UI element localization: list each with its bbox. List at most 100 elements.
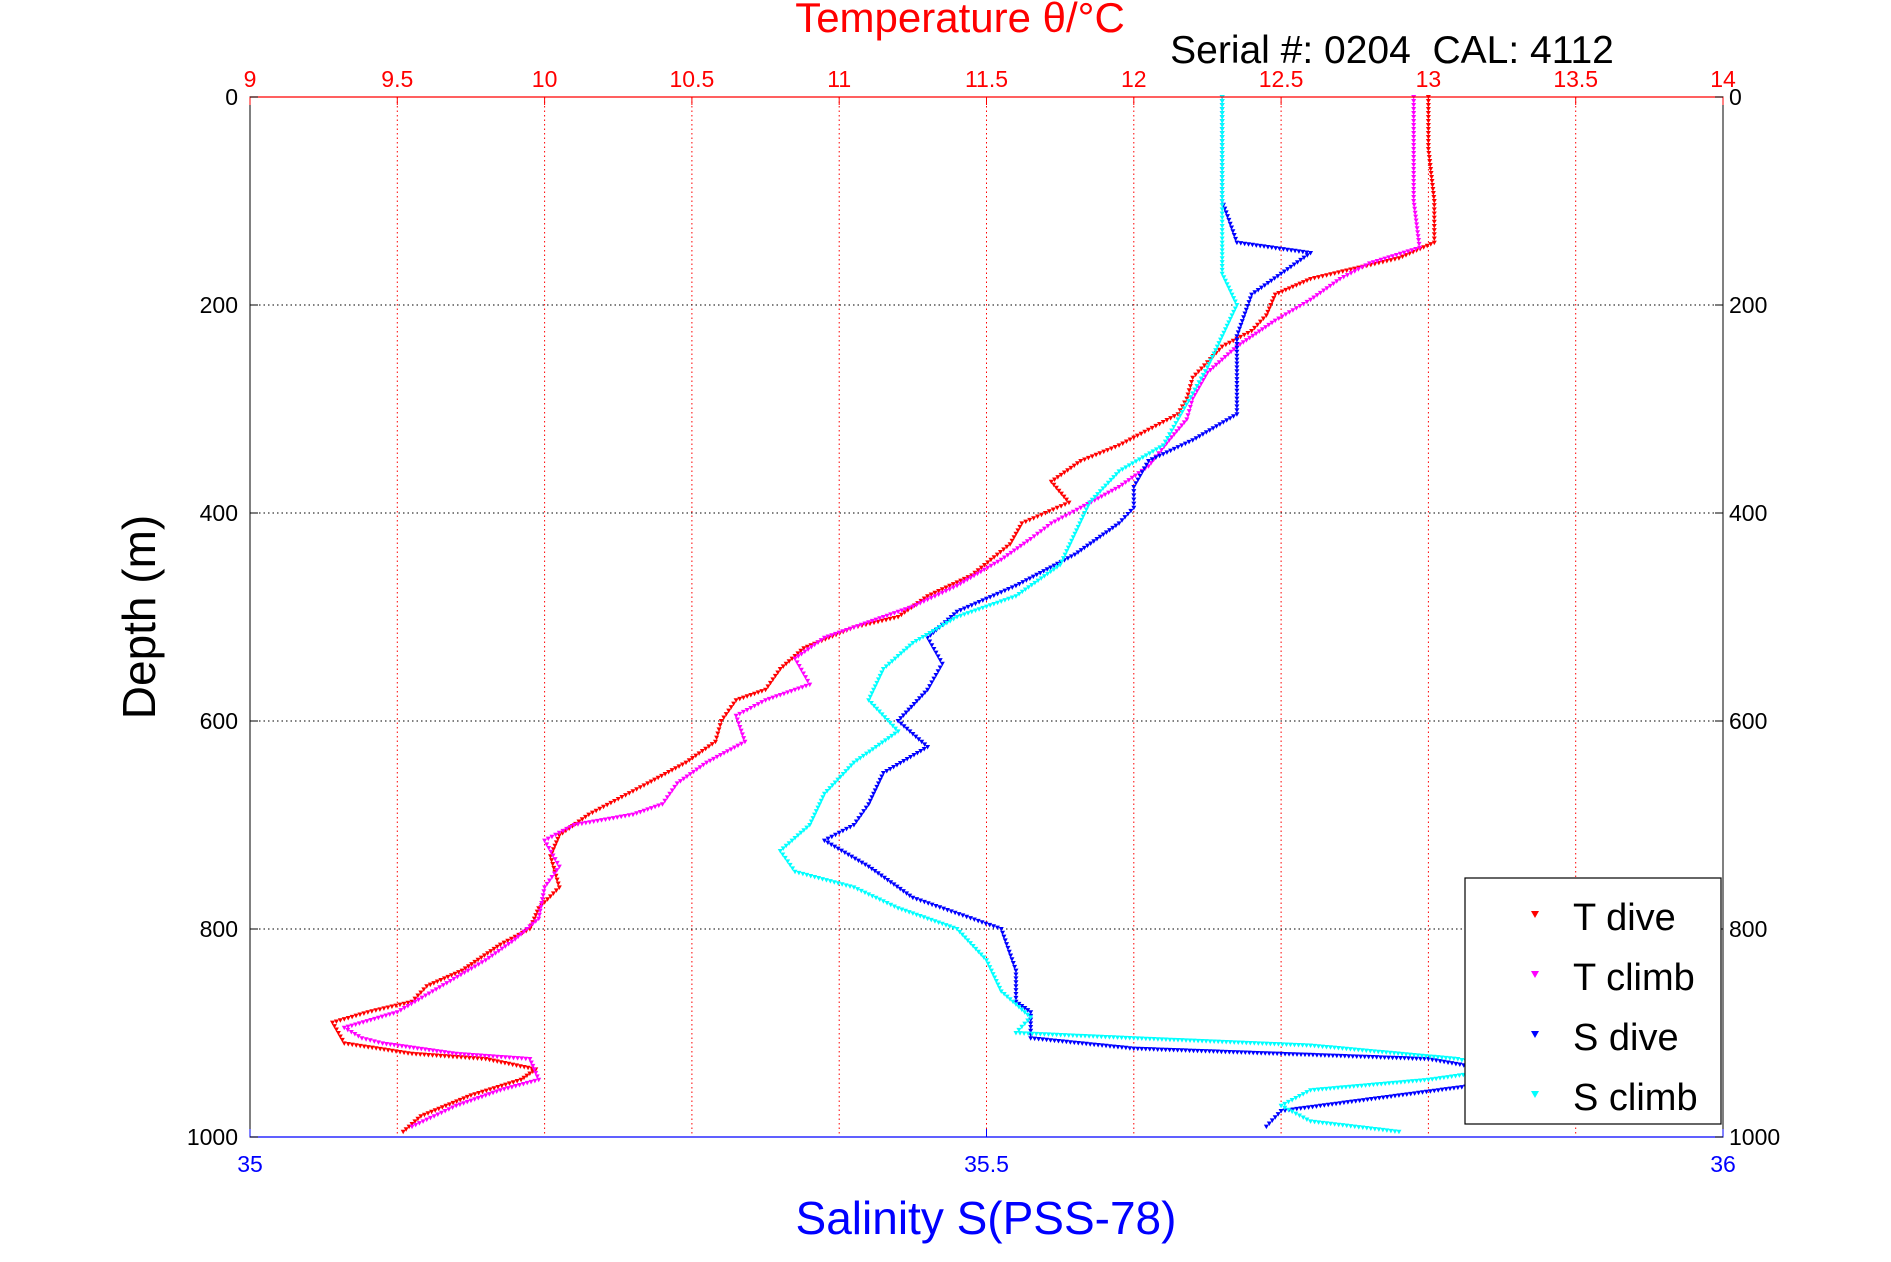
trace-marker [489, 953, 495, 959]
trace-marker [969, 609, 975, 615]
trace-marker [988, 563, 994, 569]
trace-marker [906, 910, 912, 915]
data-point [801, 646, 807, 651]
trace-marker [1167, 1047, 1173, 1053]
trace-marker [1135, 477, 1141, 483]
trace-marker [363, 1037, 369, 1042]
trace-marker [795, 833, 801, 838]
trace-marker [1038, 576, 1044, 581]
trace-marker [1199, 1039, 1205, 1044]
data-point [1190, 391, 1196, 396]
trace-marker [981, 955, 987, 960]
trace-marker [1359, 1083, 1365, 1089]
trace-marker [1255, 287, 1261, 293]
trace-marker [415, 1116, 421, 1122]
data-point [542, 838, 548, 844]
trace-marker [1220, 420, 1226, 425]
trace-marker [1411, 127, 1417, 132]
trace-marker [1301, 255, 1307, 261]
trace-marker [1051, 563, 1057, 569]
trace-marker [808, 645, 814, 650]
trace-marker [345, 1015, 351, 1021]
depth-tick-label-right: 0 [1729, 84, 1742, 110]
trace-marker [1002, 598, 1008, 603]
trace-marker [1290, 284, 1296, 290]
trace-marker [883, 617, 889, 623]
trace-marker [1294, 1052, 1300, 1057]
trace-marker [878, 873, 884, 879]
trace-marker [879, 670, 885, 675]
data-point [468, 1093, 474, 1098]
trace-marker [1390, 1055, 1396, 1061]
data-point [1352, 266, 1358, 272]
trace-marker [1219, 215, 1225, 221]
trace-marker [1123, 1045, 1129, 1051]
trace-marker [1127, 1046, 1133, 1051]
trace-marker [1131, 493, 1137, 498]
trace-marker [908, 755, 914, 760]
trace-marker [876, 742, 882, 748]
trace-marker [1334, 279, 1340, 284]
trace-marker [1225, 214, 1231, 219]
trace-marker [1032, 1036, 1038, 1042]
trace-marker [449, 973, 455, 978]
trace-marker [740, 709, 746, 715]
data-point [1131, 485, 1137, 490]
trace-marker [1424, 243, 1430, 249]
trace-marker [1338, 1053, 1344, 1059]
trace-marker [815, 640, 821, 645]
trace-marker [875, 619, 881, 625]
trace-marker [884, 613, 890, 619]
trace-marker [1356, 1125, 1362, 1130]
trace-marker [866, 892, 872, 897]
trace-marker [879, 712, 885, 717]
trace-marker [897, 761, 903, 766]
trace-marker [1415, 230, 1421, 235]
trace-marker [1013, 995, 1019, 1001]
trace-marker [984, 596, 989, 602]
trace-marker [1285, 1107, 1291, 1113]
trace-marker [595, 818, 601, 824]
data-point [742, 739, 748, 745]
trace-marker [1157, 445, 1163, 450]
trace-marker [672, 784, 678, 790]
trace-marker [1139, 470, 1145, 475]
data-point [341, 1041, 347, 1046]
trace-marker [389, 1048, 395, 1054]
trace-marker [1102, 1034, 1108, 1040]
trace-marker [1289, 1097, 1295, 1103]
trace-marker [1151, 1037, 1157, 1042]
trace-marker [1202, 363, 1208, 368]
trace-marker [502, 1055, 508, 1060]
data-point [1013, 1031, 1019, 1036]
trace-marker [438, 1049, 444, 1055]
trace-marker [1279, 1042, 1285, 1047]
trace-marker [1304, 299, 1310, 305]
trace-marker [1297, 304, 1303, 309]
trace-marker [957, 929, 963, 935]
trace-marker [1413, 218, 1419, 223]
trace-marker [1183, 1038, 1189, 1043]
trace-marker [1179, 423, 1185, 428]
trace-marker [1219, 357, 1225, 363]
trace-marker [1107, 528, 1113, 533]
trace-marker [1267, 1041, 1273, 1047]
trace-marker [462, 1055, 468, 1061]
trace-marker [927, 684, 933, 689]
trace-marker [716, 727, 722, 732]
trace-marker [904, 757, 910, 762]
data-point [1116, 521, 1122, 526]
trace-marker [994, 552, 1000, 558]
trace-marker [626, 791, 632, 796]
trace-marker [1034, 572, 1040, 578]
data-point [1234, 396, 1240, 402]
trace-marker [472, 1092, 478, 1097]
trace-marker [506, 1081, 512, 1086]
trace-marker [1176, 426, 1182, 431]
data-point [821, 635, 827, 641]
trace-marker [1193, 436, 1199, 441]
trace-marker [1022, 587, 1028, 593]
trace-marker [486, 1092, 492, 1097]
trace-marker [1336, 270, 1342, 275]
trace-marker [902, 610, 908, 615]
